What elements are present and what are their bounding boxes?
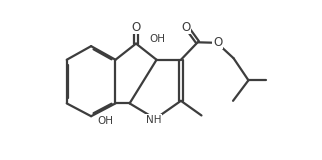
Text: O: O [181,20,191,34]
Text: O: O [131,20,141,34]
Text: OH: OH [150,34,166,44]
Text: NH: NH [146,115,161,124]
Text: O: O [213,36,222,48]
Text: OH: OH [97,116,113,126]
